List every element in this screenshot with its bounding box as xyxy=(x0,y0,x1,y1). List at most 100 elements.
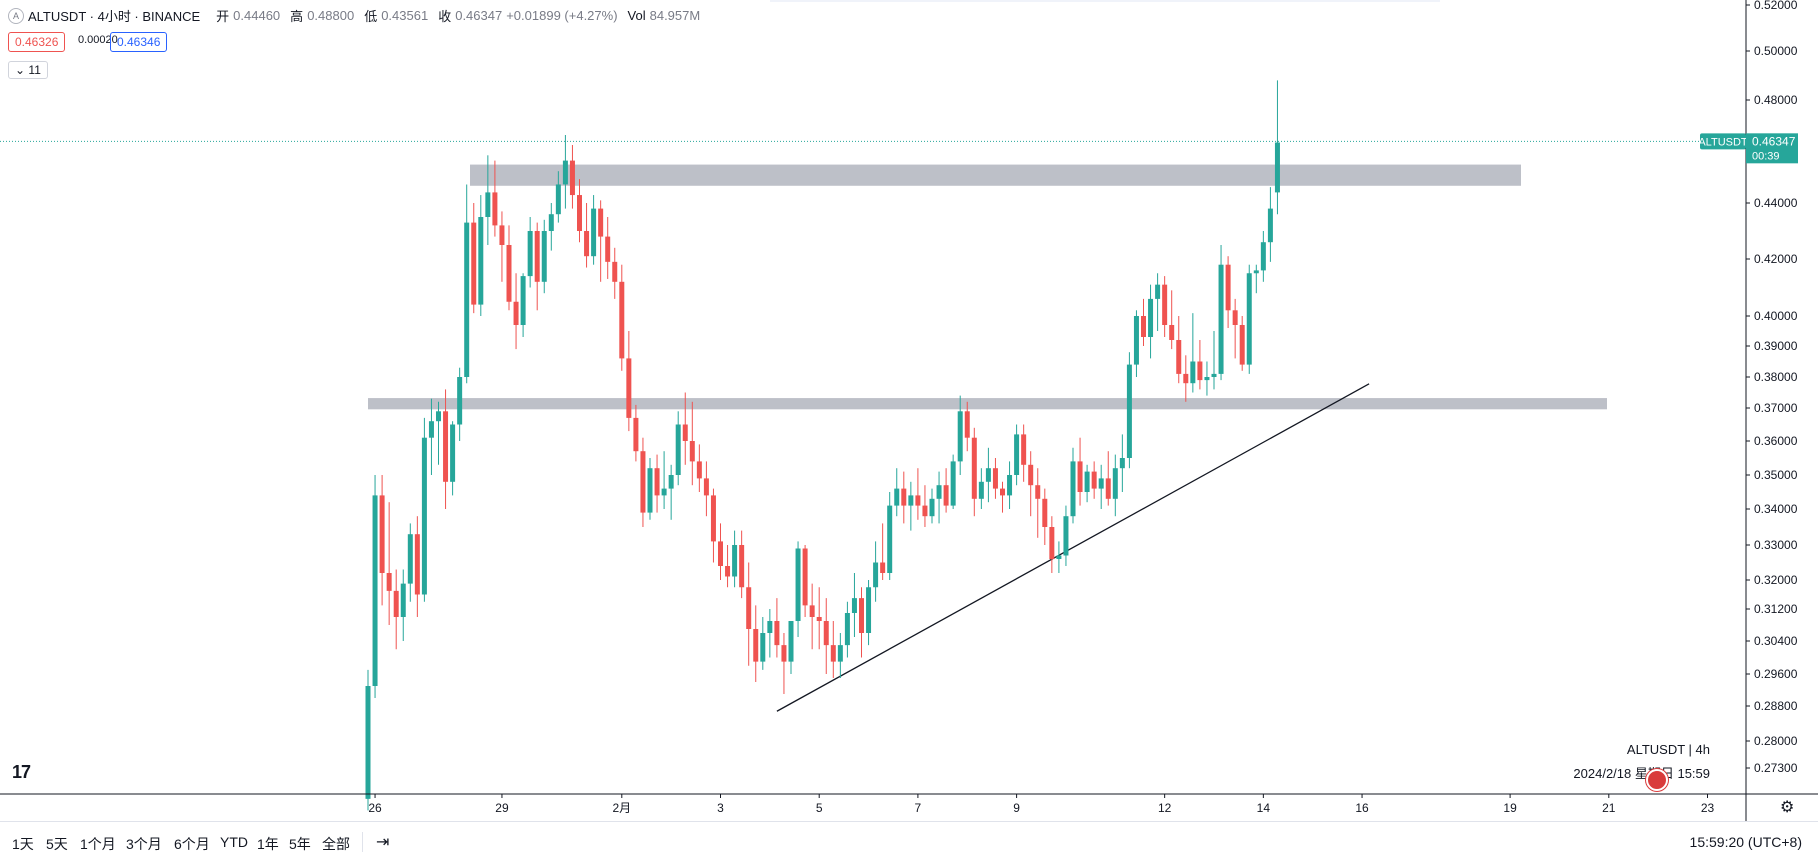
candle xyxy=(450,421,456,496)
candle xyxy=(464,184,470,384)
toolbar-divider xyxy=(362,832,363,852)
y-tick-label: 0.36000 xyxy=(1754,434,1798,448)
candle-body xyxy=(823,621,829,646)
candle-body xyxy=(1204,377,1210,381)
candle-body xyxy=(1133,316,1139,365)
range-3m-button[interactable]: 3个月 xyxy=(126,836,162,852)
candle xyxy=(555,171,561,223)
candle-body xyxy=(379,495,385,573)
chevron-down-icon: ⌄ xyxy=(15,63,26,77)
candle xyxy=(880,523,886,580)
clock-display[interactable]: 15:59:20 (UTC+8) xyxy=(1689,834,1802,850)
candle xyxy=(492,160,498,237)
candle xyxy=(718,523,723,580)
range-1m-button[interactable]: 1个月 xyxy=(80,836,116,852)
candle-body xyxy=(943,485,949,506)
chart-watermark: ALTUSDT | 4h 2024/2/18 星期日 15:59 xyxy=(1573,738,1710,786)
gear-icon[interactable]: ⚙ xyxy=(1780,799,1795,816)
candle xyxy=(1042,488,1048,545)
candle-body xyxy=(774,621,780,646)
candle-body xyxy=(767,621,773,633)
candle-body xyxy=(992,468,998,489)
candle-body xyxy=(1232,310,1238,325)
sell-button[interactable]: 0.46326 xyxy=(8,32,66,52)
candle xyxy=(1035,468,1041,538)
resistance-zones xyxy=(368,164,1607,410)
candle xyxy=(605,217,611,279)
candle xyxy=(1133,310,1139,377)
candle-body xyxy=(795,548,801,621)
candle-body xyxy=(1007,475,1013,496)
candle-body xyxy=(598,208,604,237)
range-all-button[interactable]: 全部 xyxy=(322,836,350,852)
candle xyxy=(1225,256,1231,328)
range-6m-button[interactable]: 6个月 xyxy=(174,836,210,852)
range-1d-button[interactable]: 1天 xyxy=(12,836,34,852)
y-tick-label: 0.38000 xyxy=(1754,370,1798,384)
top-faint-bar xyxy=(770,0,1440,2)
candle xyxy=(457,367,463,441)
flag-icon[interactable] xyxy=(1646,769,1668,791)
candle xyxy=(1190,313,1196,393)
candle-body xyxy=(619,281,625,359)
candle-body xyxy=(1119,458,1125,469)
price-tag-layer: ALTUSDT 0.46347 00:39 xyxy=(1698,133,1798,164)
x-tick-label: 7 xyxy=(915,801,922,815)
date-range-icon[interactable]: ⇥ xyxy=(376,834,390,851)
candle xyxy=(816,587,822,650)
candle-body xyxy=(1042,498,1048,527)
candle-body xyxy=(548,214,554,231)
candle-body xyxy=(661,488,667,496)
candle xyxy=(619,264,625,371)
range-5y-button[interactable]: 5年 xyxy=(289,836,311,852)
candle xyxy=(971,427,977,517)
candle xyxy=(894,468,900,517)
trendline[interactable] xyxy=(776,383,1370,712)
candle-body xyxy=(1091,471,1097,489)
candle xyxy=(739,530,745,599)
candle-body xyxy=(816,617,822,621)
resistance-zone[interactable] xyxy=(470,164,1521,186)
candle xyxy=(703,461,709,517)
candle-body xyxy=(386,573,392,591)
candle-body xyxy=(1021,434,1027,465)
candle xyxy=(1197,340,1203,390)
candle-body xyxy=(880,562,886,573)
candle xyxy=(1014,424,1020,486)
candle-body xyxy=(1162,284,1168,325)
candle xyxy=(1049,516,1055,573)
range-ytd-button[interactable]: YTD xyxy=(220,834,248,850)
x-tick-label: 23 xyxy=(1701,801,1715,815)
candle-body xyxy=(654,468,660,496)
candle-body xyxy=(739,545,745,588)
candle-body xyxy=(837,645,843,662)
candle xyxy=(499,211,505,282)
candle xyxy=(887,492,893,580)
candle xyxy=(1105,451,1111,506)
x-tick-label: 12 xyxy=(1158,801,1172,815)
candle xyxy=(837,633,843,678)
candle xyxy=(915,468,921,520)
candle-body xyxy=(562,160,568,185)
candle-body xyxy=(781,645,787,662)
buy-button[interactable]: 0.46346 xyxy=(110,32,168,52)
candle-body xyxy=(675,424,681,475)
range-5d-button[interactable]: 5天 xyxy=(46,836,68,852)
candle-body xyxy=(859,598,864,633)
x-tick-label: 29 xyxy=(495,801,509,815)
candle xyxy=(428,398,434,475)
tradingview-logo-icon[interactable]: 17 xyxy=(12,762,31,782)
resistance-zone[interactable] xyxy=(368,398,1607,410)
candle-body xyxy=(400,583,406,617)
candle xyxy=(1091,461,1097,499)
range-1y-button[interactable]: 1年 xyxy=(257,836,279,852)
candle-body xyxy=(569,160,575,196)
indicators-toggle-button[interactable]: ⌄ 11 xyxy=(8,61,48,79)
candle xyxy=(1021,424,1027,482)
symbol-title[interactable]: ALTUSDT · 4小时 · BINANCE xyxy=(28,9,201,24)
y-tick-label: 0.27300 xyxy=(1754,761,1798,775)
low-label: 低 xyxy=(364,9,378,24)
candle-body xyxy=(950,461,956,506)
candle-body xyxy=(1126,364,1132,458)
